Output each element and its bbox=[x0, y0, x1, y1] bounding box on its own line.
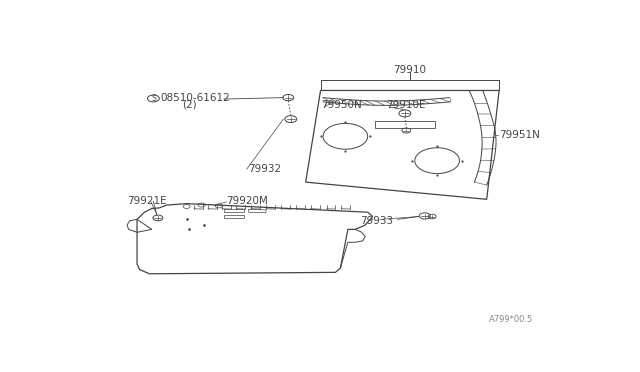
Text: 79932: 79932 bbox=[248, 164, 281, 174]
Text: 79921E: 79921E bbox=[127, 196, 167, 206]
Text: (2): (2) bbox=[182, 100, 196, 110]
Text: 79910E: 79910E bbox=[387, 100, 426, 110]
Text: 79951N: 79951N bbox=[499, 130, 540, 140]
Text: 79950N: 79950N bbox=[321, 100, 362, 110]
Text: 79920M: 79920M bbox=[227, 196, 268, 206]
Text: 08510-61612: 08510-61612 bbox=[161, 93, 230, 103]
Text: A799*00.5: A799*00.5 bbox=[489, 315, 534, 324]
Text: 79910: 79910 bbox=[394, 65, 426, 76]
Text: S: S bbox=[151, 94, 156, 103]
Text: 79933: 79933 bbox=[360, 216, 394, 226]
